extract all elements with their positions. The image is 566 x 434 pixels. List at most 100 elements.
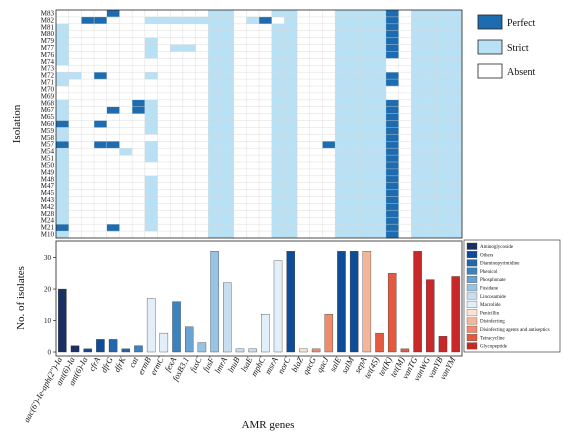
heatmap-cell bbox=[411, 106, 425, 114]
heatmap-cell bbox=[271, 127, 285, 135]
heatmap-cell bbox=[436, 127, 450, 135]
bar bbox=[184, 326, 194, 353]
bar bbox=[96, 339, 105, 353]
heatmap-cell bbox=[360, 162, 374, 170]
heatmap-frame bbox=[55, 9, 463, 239]
heatmap-cell bbox=[271, 203, 285, 211]
heatmap-cell bbox=[411, 120, 425, 128]
heatmap-cell bbox=[144, 182, 158, 190]
heatmap-cell bbox=[182, 16, 196, 25]
heatmap-cell bbox=[144, 99, 158, 107]
heatmap-row-label: M70 bbox=[41, 85, 55, 93]
heatmap-cell bbox=[347, 127, 361, 135]
heatmap-cell bbox=[347, 79, 361, 87]
heatmap-cell bbox=[373, 175, 387, 183]
heatmap-row-label: M72 bbox=[41, 72, 55, 80]
heatmap-cell bbox=[220, 99, 234, 107]
heatmap-cell bbox=[271, 175, 285, 183]
heatmap-cell bbox=[220, 155, 234, 163]
heatmap-cell bbox=[385, 23, 399, 31]
heatmap-cell bbox=[335, 175, 349, 183]
bar-legend-swatch bbox=[466, 259, 478, 267]
heatmap-cell bbox=[360, 148, 374, 156]
heatmap-cell bbox=[284, 127, 298, 135]
heatmap-cell bbox=[423, 189, 437, 197]
heatmap-row-label: M68 bbox=[41, 99, 55, 107]
heatmap-cell bbox=[335, 127, 349, 135]
heatmap-cell bbox=[347, 148, 361, 156]
bar-plot-frame bbox=[55, 240, 463, 357]
bar-legend-label: Disinfecting agents and antiseptics bbox=[480, 328, 550, 333]
heatmap-cell bbox=[423, 37, 437, 45]
heatmap-cell bbox=[220, 217, 234, 225]
heatmap-cell bbox=[220, 224, 234, 232]
bar bbox=[210, 251, 219, 353]
heatmap-cell bbox=[220, 72, 234, 80]
heatmap-cell bbox=[436, 106, 450, 114]
heatmap-cell bbox=[360, 141, 374, 149]
heatmap-cell bbox=[144, 44, 158, 52]
heatmap-cell bbox=[271, 99, 285, 107]
heatmap-cell bbox=[220, 120, 234, 128]
heatmap-cell bbox=[335, 16, 349, 25]
heatmap-cell bbox=[271, 162, 285, 170]
heatmap-cell bbox=[347, 113, 361, 121]
heatmap-cell bbox=[144, 37, 158, 45]
heatmap-cell bbox=[335, 182, 349, 190]
heatmap-cell bbox=[259, 16, 272, 25]
heatmap-cell bbox=[220, 231, 234, 239]
heatmap-cell bbox=[284, 79, 298, 87]
heatmap-cell bbox=[208, 79, 222, 87]
heatmap-cell bbox=[347, 10, 361, 18]
heatmap-cell bbox=[411, 182, 425, 190]
heatmap-cell bbox=[347, 51, 361, 59]
heatmap-cell bbox=[360, 217, 374, 225]
heatmap-cell bbox=[347, 86, 361, 94]
heatmap-cell bbox=[436, 162, 450, 170]
heatmap-cell bbox=[208, 30, 222, 38]
bar-x-axis-label: AMR genes bbox=[242, 419, 295, 431]
bar-legend-label: Others bbox=[480, 253, 493, 258]
heatmap-cell bbox=[423, 113, 437, 121]
heatmap-row-label: M48 bbox=[41, 175, 55, 183]
heatmap-cell bbox=[144, 217, 158, 225]
heatmap-cell bbox=[208, 141, 222, 149]
heatmap-cell bbox=[423, 182, 437, 190]
heatmap-cell bbox=[373, 217, 387, 225]
heatmap-row-label: M69 bbox=[41, 92, 55, 100]
heatmap-cell bbox=[436, 65, 450, 73]
heatmap-cell bbox=[423, 30, 437, 38]
heatmap-cell bbox=[284, 148, 298, 156]
heatmap-cell bbox=[56, 148, 69, 156]
bar bbox=[299, 348, 308, 353]
heatmap-cell bbox=[373, 224, 387, 232]
heatmap-cell bbox=[423, 10, 437, 18]
heatmap-cell bbox=[411, 37, 425, 45]
heatmap-cell bbox=[284, 72, 298, 80]
heatmap-cell bbox=[385, 196, 399, 204]
heatmap-cell bbox=[411, 58, 425, 66]
heatmap-cell bbox=[373, 168, 387, 177]
legend-label-perfect: Perfect bbox=[507, 18, 536, 29]
bar bbox=[387, 273, 397, 353]
bar bbox=[159, 332, 169, 353]
bar-y-axis-label: No. of isolates bbox=[15, 266, 27, 330]
heatmap-cell bbox=[449, 58, 463, 66]
heatmap-cell bbox=[144, 51, 158, 59]
heatmap-cell bbox=[271, 30, 285, 38]
heatmap-y-axis-label: Isolation bbox=[11, 104, 23, 143]
heatmap-cell bbox=[373, 120, 387, 128]
heatmap-cell bbox=[220, 203, 234, 211]
heatmap-cell bbox=[436, 175, 450, 183]
heatmap-cell bbox=[119, 148, 133, 156]
bar-legend-label: Macrolide bbox=[480, 303, 501, 308]
heatmap-cell bbox=[271, 58, 285, 66]
heatmap-cell bbox=[373, 162, 387, 170]
heatmap-cell bbox=[56, 203, 69, 211]
heatmap-cell bbox=[220, 58, 234, 66]
bar-legend-label: Lincosamide bbox=[480, 295, 507, 300]
heatmap-cell bbox=[220, 175, 234, 183]
heatmap-cell bbox=[335, 23, 349, 31]
bar-legend-label: Disinfecting bbox=[480, 320, 505, 325]
heatmap-cell bbox=[56, 168, 69, 177]
